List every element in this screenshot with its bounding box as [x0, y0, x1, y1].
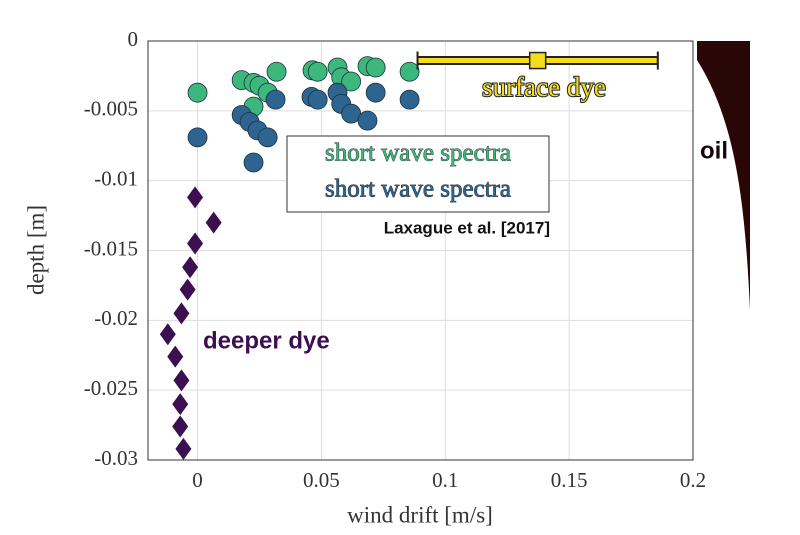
x-axis-label: wind drift [m/s]	[347, 502, 493, 527]
circle-marker	[187, 127, 208, 148]
diamond-marker	[175, 437, 192, 460]
series-label: short wave spectra	[325, 140, 511, 167]
circle-marker	[341, 71, 362, 92]
series-label: deeper dye	[203, 327, 330, 354]
oil-shape	[697, 41, 750, 310]
circle-marker	[399, 89, 420, 110]
diamond-marker	[172, 393, 189, 416]
y-tick-label: -0.015	[84, 236, 138, 260]
annotation: oil	[700, 137, 728, 164]
series-label: surface dye	[482, 72, 606, 102]
square-marker	[528, 51, 547, 70]
circle-marker	[265, 89, 286, 110]
circle-marker	[365, 82, 386, 103]
circle-marker	[187, 82, 208, 103]
diamond-marker	[205, 211, 222, 234]
circle-marker	[257, 127, 278, 148]
x-tick-label: 0.05	[303, 468, 340, 492]
x-tick-label: 0.1	[432, 468, 458, 492]
y-tick-label: 0	[128, 27, 139, 51]
x-tick-label: 0	[192, 468, 203, 492]
y-axis-label: depth [m]	[23, 205, 48, 295]
circle-marker	[266, 61, 287, 82]
annotation: Laxague et al. [2017]	[384, 218, 550, 237]
plot-frame	[147, 40, 694, 461]
circle-marker	[307, 89, 328, 110]
circle-marker	[399, 61, 420, 82]
diamond-marker	[173, 302, 190, 325]
x-tick-label: 0.2	[680, 468, 706, 492]
y-tick-label: -0.03	[94, 446, 138, 470]
diamond-marker	[187, 232, 204, 255]
series-label: short wave spectra	[325, 176, 511, 203]
circle-marker	[307, 61, 328, 82]
diamond-marker	[173, 369, 190, 392]
y-tick-label: -0.005	[84, 97, 138, 121]
x-tick-label: 0.15	[551, 468, 588, 492]
y-tick-label: -0.02	[94, 306, 138, 330]
diamond-marker	[187, 186, 204, 209]
diamond-marker	[167, 345, 184, 368]
y-tick-label: -0.01	[94, 166, 138, 190]
diamond-marker	[172, 415, 189, 438]
legend-box	[286, 135, 550, 213]
circle-marker	[243, 152, 264, 173]
diamond-marker	[179, 278, 196, 301]
diamond-marker	[182, 256, 199, 279]
circle-marker	[365, 57, 386, 78]
y-tick-label: -0.025	[84, 376, 138, 400]
diamond-marker	[159, 323, 176, 346]
circle-marker	[357, 110, 378, 131]
